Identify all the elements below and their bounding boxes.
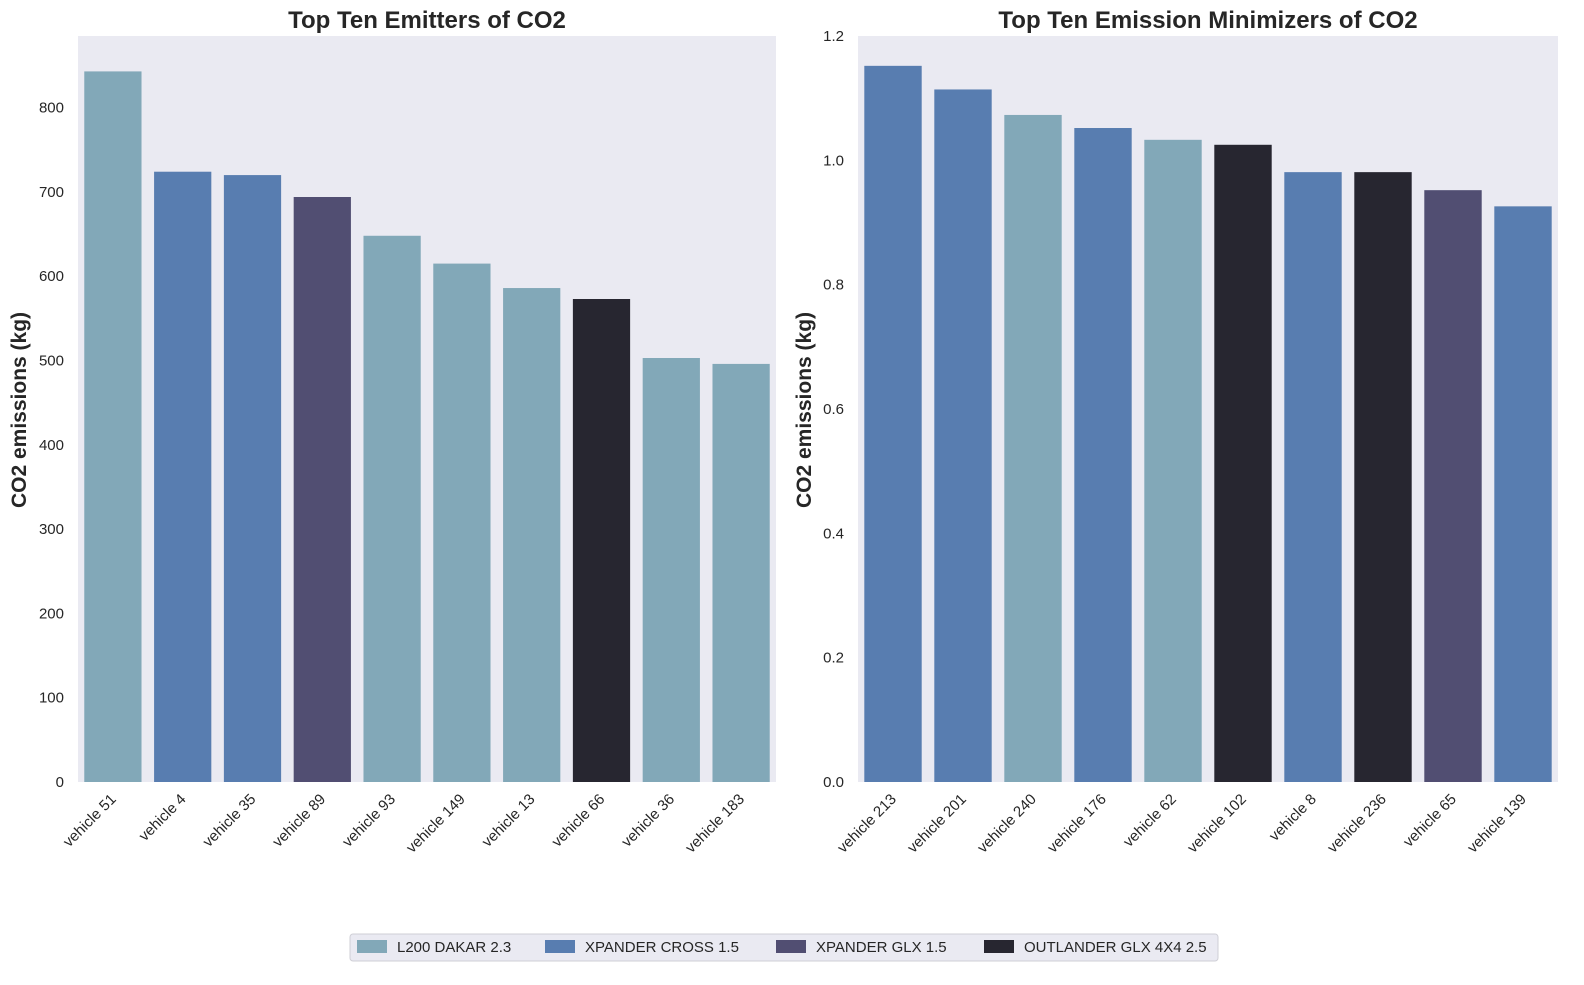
legend-swatch-xpander-glx <box>776 940 806 953</box>
emitters-y-tick-label: 100 <box>39 690 64 707</box>
minimizers-y-tick-label: 0.2 <box>823 650 844 667</box>
emitters-x-tick-label: vehicle 66 <box>549 791 609 851</box>
legend-swatch-xpander-cross <box>545 940 575 953</box>
emitters-title: Top Ten Emitters of CO2 <box>288 7 566 34</box>
minimizers-x-tick-label: vehicle 62 <box>1120 791 1180 851</box>
emitters-x-tick-label: vehicle 4 <box>136 791 190 845</box>
emitters-x-tick-label: vehicle 149 <box>403 791 469 857</box>
minimizers-x-tick-label: vehicle 65 <box>1400 791 1460 851</box>
minimizers-bar-vehicle-102 <box>1214 144 1272 783</box>
minimizers-y-tick-label: 0.0 <box>823 774 844 791</box>
emitters-x-tick-label: vehicle 13 <box>479 791 539 851</box>
minimizers-bar-vehicle-213 <box>864 65 922 783</box>
emitters-x-tick-label: vehicle 36 <box>618 791 678 851</box>
emitters-y-tick-label: 500 <box>39 353 64 370</box>
emitters-bar-vehicle-4 <box>154 171 212 782</box>
emitters-bar-vehicle-51 <box>84 71 142 782</box>
minimizers-x-tick-label: vehicle 102 <box>1184 791 1250 857</box>
minimizers-bar-vehicle-201 <box>934 89 992 782</box>
emitters-bar-vehicle-89 <box>293 197 351 782</box>
minimizers-bar-vehicle-236 <box>1354 172 1412 782</box>
emitters-y-tick-label: 700 <box>39 184 64 201</box>
emitters-y-tick-label: 200 <box>39 605 64 622</box>
minimizers-x-tick-label: vehicle 201 <box>904 791 970 857</box>
minimizers-x-tick-label: vehicle 8 <box>1266 791 1320 845</box>
emitters-x-tick-label: vehicle 183 <box>682 791 748 857</box>
minimizers-bar-vehicle-65 <box>1424 190 1482 783</box>
emitters-bar-vehicle-66 <box>572 299 631 782</box>
minimizers-bar-vehicle-139 <box>1494 206 1552 783</box>
minimizers-bar-vehicle-62 <box>1144 139 1202 782</box>
minimizers-bars <box>864 65 1552 783</box>
minimizers-y-tick-label: 0.6 <box>823 401 844 418</box>
emitters-y-tick-label: 400 <box>39 437 64 454</box>
minimizers-title: Top Ten Emission Minimizers of CO2 <box>998 7 1417 34</box>
minimizers-y-ticks: 0.0 0.2 0.4 0.6 0.8 1.0 1.2 <box>823 28 844 791</box>
minimizers-y-tick-label: 1.2 <box>823 28 844 45</box>
legend-entry-outlander: OUTLANDER GLX 4X4 2.5 <box>984 939 1207 956</box>
emitters-x-tick-label: vehicle 93 <box>339 791 399 851</box>
emitters-bar-vehicle-36 <box>642 358 700 782</box>
minimizers-bar-vehicle-8 <box>1284 172 1342 782</box>
minimizers-x-tick-label: vehicle 139 <box>1464 791 1530 857</box>
emitters-bar-vehicle-35 <box>223 175 282 782</box>
legend-label-xpander-cross: XPANDER CROSS 1.5 <box>585 939 739 956</box>
minimizers-x-ticks: vehicle 213 vehicle 201 vehicle 240 vehicle… <box>834 791 1530 857</box>
minimizers-y-tick-label: 0.8 <box>823 277 844 294</box>
minimizers-y-tick-label: 0.4 <box>823 525 844 542</box>
minimizers-x-tick-label: vehicle 240 <box>974 791 1040 857</box>
minimizers-bar-vehicle-176 <box>1074 128 1132 782</box>
emitters-bar-vehicle-149 <box>433 263 491 783</box>
emitters-x-ticks: vehicle 51 vehicle 4 vehicle 35 vehicle 89 v… <box>60 791 748 857</box>
legend-entry-l200: L200 DAKAR 2.3 <box>357 939 511 956</box>
minimizers-bar-vehicle-240 <box>1004 114 1062 782</box>
legend-label-outlander: OUTLANDER GLX 4X4 2.5 <box>1024 939 1207 956</box>
emitters-x-tick-label: vehicle 35 <box>200 791 260 851</box>
minimizers-x-tick-label: vehicle 213 <box>834 791 900 857</box>
emitters-y-tick-label: 300 <box>39 521 64 538</box>
legend-label-l200: L200 DAKAR 2.3 <box>397 939 511 956</box>
emitters-panel: Top Ten Emitters of CO2 CO2 emissions (k… <box>8 7 776 856</box>
minimizers-y-axis-label: CO2 emissions (kg) <box>793 312 816 508</box>
emitters-y-tick-label: 800 <box>39 100 64 117</box>
legend-label-xpander-glx: XPANDER GLX 1.5 <box>816 939 947 956</box>
legend-swatch-outlander <box>984 940 1014 953</box>
emitters-x-tick-label: vehicle 51 <box>60 791 120 851</box>
legend-entry-xpander-cross: XPANDER CROSS 1.5 <box>545 939 739 956</box>
emitters-y-tick-label: 0 <box>56 774 64 791</box>
emitters-bar-vehicle-93 <box>363 235 421 782</box>
emitters-bars <box>84 71 770 783</box>
minimizers-x-tick-label: vehicle 176 <box>1044 791 1110 857</box>
emitters-y-axis-label: CO2 emissions (kg) <box>8 312 31 508</box>
emitters-y-ticks: 0 100 200 300 400 500 600 700 800 <box>39 100 64 791</box>
emitters-bar-vehicle-183 <box>712 363 770 782</box>
minimizers-panel: Top Ten Emission Minimizers of CO2 CO2 e… <box>793 7 1558 856</box>
legend-swatch-l200 <box>357 940 387 953</box>
legend: L200 DAKAR 2.3 XPANDER CROSS 1.5 XPANDER… <box>349 933 1219 962</box>
minimizers-y-tick-label: 1.0 <box>823 152 844 169</box>
minimizers-x-tick-label: vehicle 236 <box>1324 791 1390 857</box>
legend-entry-xpander-glx: XPANDER GLX 1.5 <box>776 939 947 956</box>
emitters-y-tick-label: 600 <box>39 268 64 285</box>
emitters-bar-vehicle-13 <box>503 288 561 782</box>
emitters-x-tick-label: vehicle 89 <box>269 791 329 851</box>
